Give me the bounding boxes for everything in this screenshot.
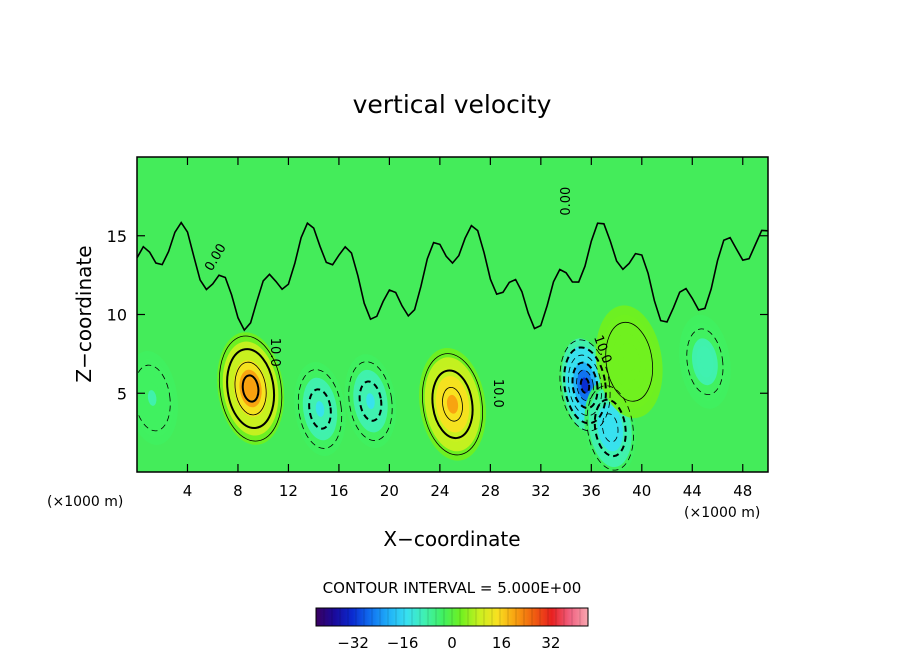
x-tick-label: 32	[531, 482, 550, 500]
contour-line	[567, 354, 603, 417]
x-tick-label: 12	[279, 482, 298, 500]
x-tick-label: 4	[183, 482, 193, 500]
contour-lines	[137, 221, 768, 471]
contour-value-label: 10.0	[267, 338, 282, 367]
field-cell-downdraft	[147, 390, 157, 406]
colorbar-frame	[315, 607, 589, 627]
x-tick-label: 36	[582, 482, 601, 500]
field-cell-downdraft	[700, 353, 710, 370]
colorbar-tick-label: 32	[541, 634, 560, 652]
x-tick-label: 8	[233, 482, 243, 500]
x-tick-label: 16	[329, 482, 348, 500]
y-tick-label: 15	[107, 227, 127, 246]
chart-title: vertical velocity	[353, 90, 552, 119]
contour-line	[571, 361, 599, 410]
colorbar-tick-label: −32	[337, 634, 369, 652]
field-cell-downdraft	[581, 377, 589, 394]
contour-line	[297, 369, 343, 449]
contour-value-label: 10.0	[490, 379, 505, 408]
contour-line	[576, 369, 594, 401]
colorbar-tick-label: 0	[447, 634, 457, 652]
contour-line	[308, 388, 332, 430]
contour-line	[586, 385, 634, 471]
x-tick-label: 28	[481, 482, 500, 500]
contour-line	[226, 348, 276, 429]
contour-line	[218, 335, 283, 442]
contour-line	[431, 369, 474, 440]
contour-line	[422, 353, 483, 456]
contour-line	[234, 361, 267, 416]
x-unit-right: (×1000 m)	[684, 505, 760, 521]
x-tick-label: 48	[733, 482, 752, 500]
contour-line	[593, 398, 627, 458]
x-tick-label: 24	[430, 482, 449, 500]
velocity-field	[137, 305, 731, 472]
colorbar-tick-label: −16	[387, 634, 419, 652]
x-tick-label: 40	[632, 482, 651, 500]
contour-value-label: 0.00	[559, 187, 574, 216]
field-cell-downdraft	[366, 393, 375, 409]
contour-line	[137, 364, 171, 432]
colorbar-stripes	[323, 608, 581, 626]
field-cell-updraft	[446, 394, 459, 414]
field-cell-updraft	[623, 352, 635, 372]
y-tick-label: 5	[117, 384, 127, 403]
plot-area	[137, 157, 768, 472]
field-cell-updraft	[244, 379, 257, 398]
field-cell-downdraft	[315, 401, 325, 417]
contour-line	[358, 380, 383, 422]
contour-interval-text: CONTOUR INTERVAL = 5.000E+00	[323, 579, 582, 597]
contour-line	[348, 361, 393, 441]
x-tick-label: 44	[683, 482, 702, 500]
colorbar: −32 −16 0 16 32	[315, 607, 589, 652]
field-cell-downdraft	[605, 420, 615, 436]
x-axis-label: X−coordinate	[383, 527, 520, 551]
y-axis-label: Z−coordinate	[72, 245, 96, 382]
colorbar-fill	[316, 608, 588, 626]
contour-line	[241, 374, 260, 403]
colorbar-ticks: −32 −16 0 16 32	[337, 634, 560, 652]
colorbar-tick-label: 16	[492, 634, 511, 652]
contour-line	[605, 321, 654, 402]
x-unit-left: (×1000 m)	[47, 494, 123, 510]
x-tick-label: 20	[380, 482, 399, 500]
contour-line	[442, 386, 463, 422]
y-tick-label: 10	[107, 306, 127, 325]
zero-contour	[137, 221, 768, 332]
contour-line	[559, 339, 611, 432]
contour-line	[686, 328, 724, 396]
